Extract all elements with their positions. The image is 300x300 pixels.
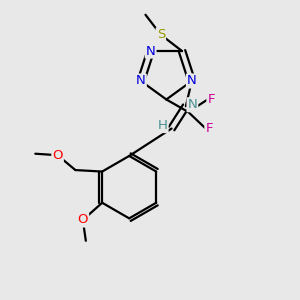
Text: F: F bbox=[205, 122, 213, 135]
Text: N: N bbox=[146, 45, 155, 58]
Text: O: O bbox=[52, 149, 63, 162]
Text: F: F bbox=[207, 93, 215, 106]
Text: N: N bbox=[136, 74, 146, 88]
Text: H: H bbox=[158, 119, 168, 132]
Text: N: N bbox=[188, 98, 197, 111]
Text: S: S bbox=[157, 28, 165, 41]
Text: N: N bbox=[187, 74, 197, 88]
Text: O: O bbox=[78, 214, 88, 226]
